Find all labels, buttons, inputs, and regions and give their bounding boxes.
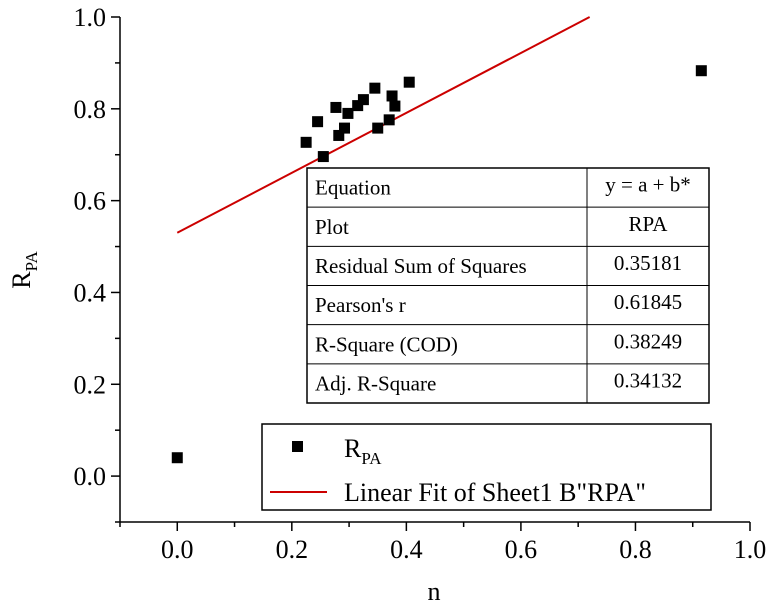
data-point xyxy=(317,151,329,163)
data-point xyxy=(386,90,398,102)
stats-table-label: Plot xyxy=(315,215,349,239)
x-tick-label: 0.8 xyxy=(619,535,652,564)
legend-border xyxy=(261,423,712,511)
data-point xyxy=(330,101,342,113)
x-tick-label: 0.2 xyxy=(276,535,309,564)
data-point xyxy=(333,129,345,141)
y-tick-label: 0.6 xyxy=(74,187,107,216)
y-tick-label: 0.4 xyxy=(74,278,107,307)
data-point xyxy=(372,122,384,134)
data-points xyxy=(171,65,707,464)
linear-fit-line xyxy=(176,16,591,234)
stats-table-value: 0.35181 xyxy=(614,251,682,275)
legend-marker-scatter xyxy=(292,441,303,452)
data-point xyxy=(352,100,364,112)
x-tick-label: 1.0 xyxy=(734,535,767,564)
stats-table: Equation y = a + b* Plot RPA Residual Sum of… xyxy=(306,167,710,404)
y-tick-label: 0.2 xyxy=(74,370,107,399)
legend-label-scatter-sub: PA xyxy=(361,449,382,468)
y-ticks: 0.0 0.2 0.4 0.6 0.8 1.0 xyxy=(74,3,120,523)
y-tick-label: 0.0 xyxy=(74,462,107,491)
data-point xyxy=(389,100,401,112)
stats-table-label: Pearson's r xyxy=(315,293,406,317)
y-axis-label: RPA xyxy=(7,251,41,289)
data-point xyxy=(403,76,415,88)
legend-label-scatter-main: R xyxy=(344,434,362,463)
y-axis-label-main: R xyxy=(7,271,36,289)
x-tick-label: 0.0 xyxy=(161,535,194,564)
stats-table-rows: Equation y = a + b* Plot RPA Residual Sum of… xyxy=(307,173,709,395)
y-axis-label-sub: PA xyxy=(22,251,41,272)
y-tick-label: 0.8 xyxy=(74,95,107,124)
stats-table-label: Residual Sum of Squares xyxy=(315,254,527,278)
legend-label-scatter: RPA xyxy=(344,434,382,468)
data-point xyxy=(300,136,312,148)
stats-table-label: R-Square (COD) xyxy=(315,332,458,356)
y-tick-label: 1.0 xyxy=(74,3,107,32)
data-point xyxy=(342,107,354,119)
stats-table-value: RPA xyxy=(629,212,669,236)
data-point xyxy=(695,65,707,77)
legend-label-fit: Linear Fit of Sheet1 B"RPA" xyxy=(344,478,646,507)
x-tick-label: 0.4 xyxy=(390,535,423,564)
stats-table-value: 0.61845 xyxy=(614,290,682,314)
stats-table-label: Equation xyxy=(315,176,391,200)
data-point xyxy=(171,452,183,464)
data-point xyxy=(312,116,324,128)
data-point xyxy=(383,114,395,126)
data-point xyxy=(339,122,351,134)
data-point xyxy=(369,82,381,94)
stats-table-value: 0.34132 xyxy=(614,368,682,392)
stats-table-value: 0.38249 xyxy=(614,329,682,353)
stats-table-value: y = a + b* xyxy=(605,173,691,197)
stats-table-label: Adj. R-Square xyxy=(315,371,436,395)
x-tick-label: 0.6 xyxy=(505,535,538,564)
data-point xyxy=(357,94,369,106)
axes: 0.0 0.2 0.4 0.6 0.8 1.0 0.0 0.2 0.4 0.6 0.8 1.0 xyxy=(74,3,767,564)
legend: RPA Linear Fit of Sheet1 B"RPA" xyxy=(261,423,712,511)
x-ticks: 0.0 0.2 0.4 0.6 0.8 1.0 xyxy=(119,522,767,564)
x-axis-label: n xyxy=(428,577,441,606)
